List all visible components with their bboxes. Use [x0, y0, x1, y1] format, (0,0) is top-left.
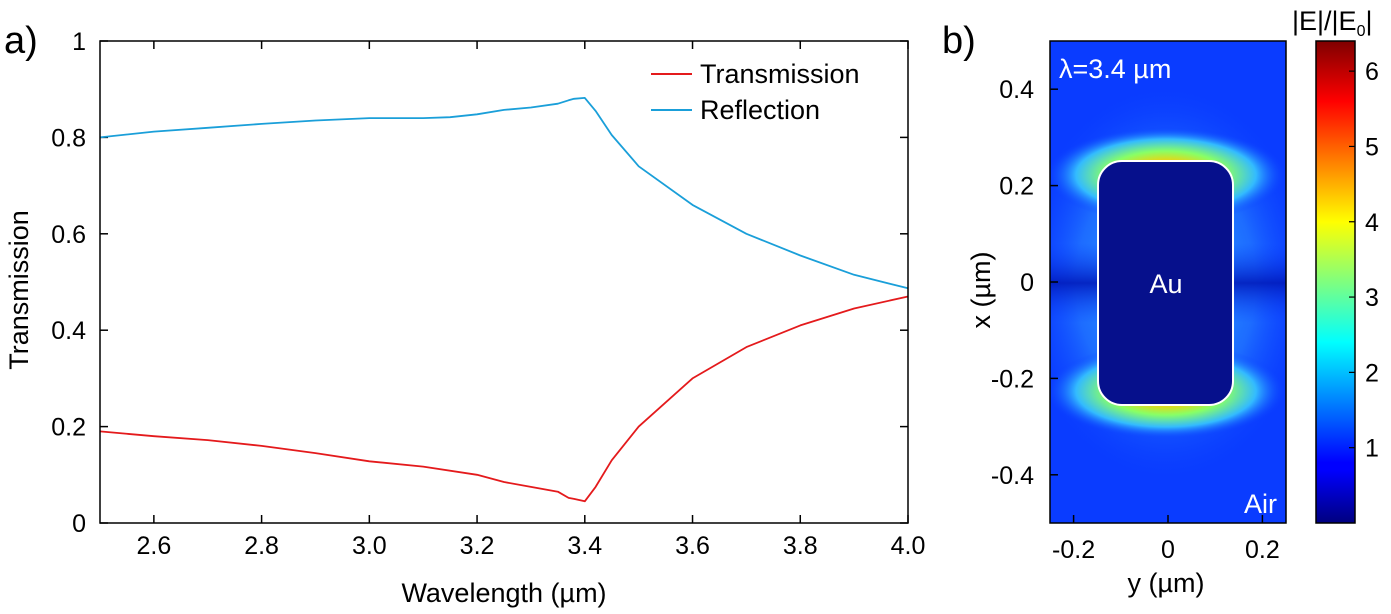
- y-tick-label-4: 0.8: [51, 124, 86, 152]
- panel-b-ticks: [1050, 88, 1264, 523]
- legend: Transmission Reflection: [651, 59, 860, 125]
- x-tick-label-5: 3.6: [675, 532, 710, 560]
- y-tick-label-5: 1: [72, 28, 86, 56]
- panel-b-y-axis-title: x (µm): [966, 251, 996, 328]
- colorbar-gradient: [1315, 40, 1356, 524]
- legend-label-transmission: Transmission: [700, 59, 860, 89]
- y-tick-label-2: 0.4: [51, 317, 86, 345]
- panel-a-y-axis-title: Transmission: [4, 210, 34, 370]
- panel-label-a: a): [4, 20, 38, 62]
- colorbar-title: |E|/|E0|: [1292, 6, 1372, 40]
- y-tick-label-0: 0: [72, 510, 86, 538]
- colorbar: 1 2 3 4 5 6 |E|/|E0|: [1292, 6, 1379, 524]
- x-tick-label-4: 3.4: [567, 532, 602, 560]
- x-tick-label-3: 3.2: [460, 532, 495, 560]
- panel-label-b: b): [942, 20, 976, 62]
- y-tick-label-3: 0.6: [51, 221, 86, 249]
- particle-label: Au: [1149, 269, 1182, 299]
- b-x-tick-label-2: 0.2: [1245, 536, 1280, 564]
- panel-b-x-axis-title: y (µm): [1127, 568, 1204, 598]
- x-tick-label-7: 4.0: [891, 532, 926, 560]
- panel-a-series: [99, 97, 909, 503]
- colorbar-tick-label-1: 2: [1365, 359, 1379, 387]
- medium-label: Air: [1244, 489, 1277, 519]
- x-tick-label-1: 2.8: [244, 532, 279, 560]
- wavelength-annotation: λ=3.4 µm: [1059, 54, 1171, 84]
- colorbar-tick-label-2: 3: [1365, 284, 1379, 312]
- series-line-reflection: [99, 97, 909, 290]
- x-tick-label-6: 3.8: [783, 532, 818, 560]
- field-map: [1050, 41, 1286, 523]
- x-tick-label-0: 2.6: [136, 532, 171, 560]
- panel-a-plot-frame: [99, 40, 909, 524]
- panel-b-plot-frame: [1049, 40, 1287, 524]
- b-y-tick-label-2: 0: [1020, 269, 1034, 297]
- panel-a-x-axis-title: Wavelength (µm): [401, 578, 606, 608]
- b-x-tick-label-0: -0.2: [1052, 536, 1095, 564]
- b-x-tick-label-1: 0: [1161, 536, 1175, 564]
- panel-a-tick-labels: 2.6 2.8 3.0 3.2 3.4 3.6 3.8 4.0 0 0.2 0.4 0.6 0.8 1: [51, 28, 925, 560]
- panel-b: b) λ=3.4 µm Au Air -0.2 0 0.20.40.20-0.2-0…: [942, 6, 1379, 598]
- colorbar-tick-label-5: 6: [1365, 58, 1379, 86]
- x-tick-label-2: 3.0: [352, 532, 387, 560]
- legend-label-reflection: Reflection: [700, 95, 820, 125]
- panel-a: a) 2.6 2.8 3.0 3.2 3.4 3.6 3.8 4.0 0 0.2 0.4 0.6 0.8…: [4, 20, 925, 608]
- b-y-tick-label-0: 0.4: [999, 76, 1034, 104]
- colorbar-tick-label-0: 1: [1365, 435, 1379, 463]
- b-y-tick-label-4: -0.4: [991, 462, 1034, 490]
- y-tick-label-1: 0.2: [51, 414, 86, 442]
- series-line-transmission: [99, 295, 909, 503]
- b-y-tick-label-3: -0.2: [991, 365, 1034, 393]
- colorbar-tick-label-3: 4: [1365, 209, 1379, 237]
- b-y-tick-label-1: 0.2: [999, 173, 1034, 201]
- colorbar-tick-label-4: 5: [1365, 133, 1379, 161]
- panel-b-tick-labels: -0.2 0 0.2 0.4 0.2 0 -0.2 -0.4: [991, 76, 1280, 564]
- gold-particle: [1097, 160, 1234, 406]
- colorbar-ticks: 1 2 3 4 5 6: [1349, 58, 1379, 463]
